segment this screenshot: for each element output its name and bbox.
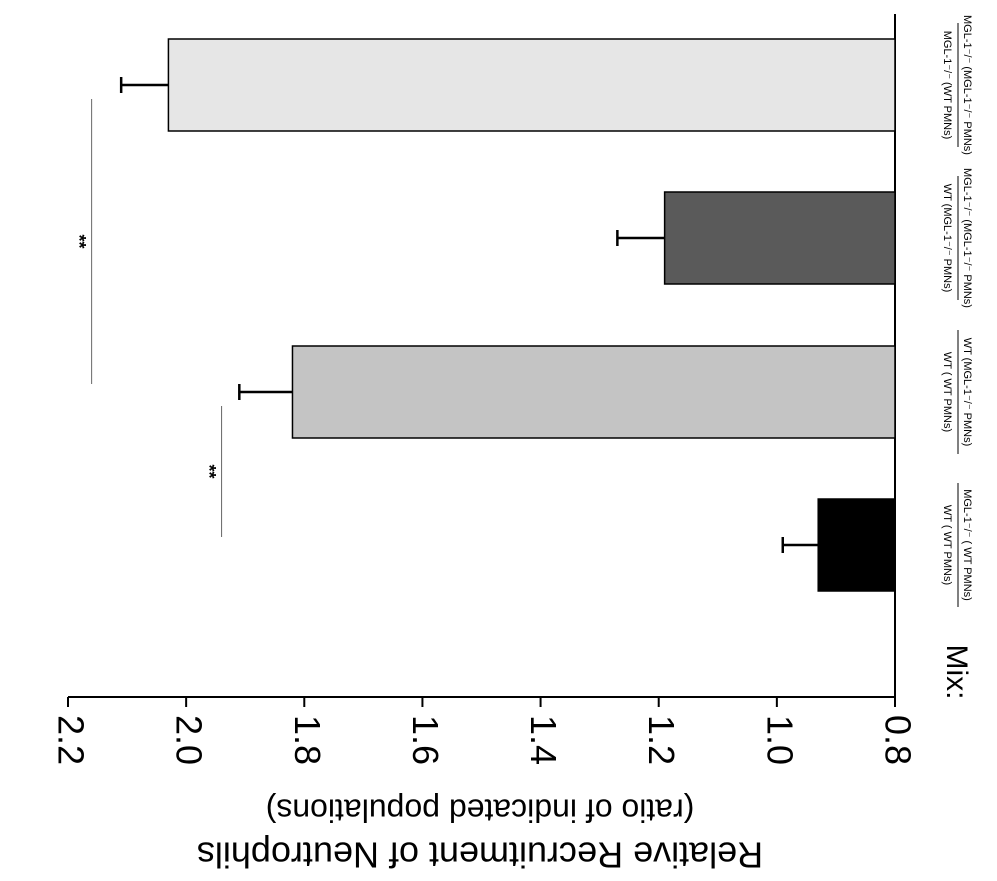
bar [291, 345, 896, 439]
category-label: WT (MGL-1⁻/⁻ PMNs) WT ( WT PMNs) [941, 330, 973, 454]
y-axis-sublabel: (ratio of indicated populations) [266, 793, 695, 829]
y-tick-label: 2.2 [50, 715, 91, 765]
bar [167, 38, 896, 132]
significance-label: ** [69, 234, 89, 248]
category-label: MGL-1⁻/⁻ ( WT PMNs) WT ( WT PMNs) [941, 483, 973, 607]
bar [817, 498, 896, 592]
chart-axes: 0.8 1.0 1.2 1.4 1.6 1.8 2.0 2.2 Relative Recruit… [50, 14, 918, 875]
category-numerator: MGL-1⁻/⁻ (MGL-1⁻/⁻ PMNs) [961, 15, 973, 155]
category-denominator: WT (MGL-1⁻/⁻ PMNs) [941, 184, 953, 293]
y-tick-label: 2.0 [169, 715, 210, 765]
chart-labels: ****MGL-1⁻/⁻ ( WT PMNs)WT ( WT PMNs)WT (… [69, 15, 973, 699]
chart-bars [119, 38, 896, 592]
significance-label: ** [199, 464, 219, 478]
category-numerator: MGL-1⁻/⁻ ( WT PMNs) [961, 489, 973, 601]
y-tick-label: 1.2 [641, 715, 682, 765]
category-numerator: MGL-1⁻/⁻ (MGL-1⁻/⁻ PMNs) [961, 168, 973, 308]
y-tick-label: 1.6 [405, 715, 446, 765]
category-denominator: MGL-1⁻/⁻ (WT PMNs) [941, 31, 953, 140]
y-axis-label: Relative Recruitment of Neutrophils [197, 834, 763, 875]
category-label: MGL-1⁻/⁻ (MGL-1⁻/⁻ PMNs) MGL-1⁻/⁻ (WT PMN… [941, 15, 973, 155]
y-tick-label: 1.8 [287, 715, 328, 765]
y-tick-label: 1.0 [759, 715, 800, 765]
category-denominator: WT ( WT PMNs) [941, 352, 953, 432]
category-label: MGL-1⁻/⁻ (MGL-1⁻/⁻ PMNs) WT (MGL-1⁻/⁻ PMN… [941, 168, 973, 308]
y-tick-label: 0.8 [877, 715, 918, 765]
category-denominator: WT ( WT PMNs) [941, 505, 953, 585]
category-numerator: WT (MGL-1⁻/⁻ PMNs) [961, 338, 973, 447]
bar [663, 191, 896, 285]
y-tick-label: 1.4 [523, 715, 564, 765]
mix-label: Mix: [940, 645, 973, 700]
